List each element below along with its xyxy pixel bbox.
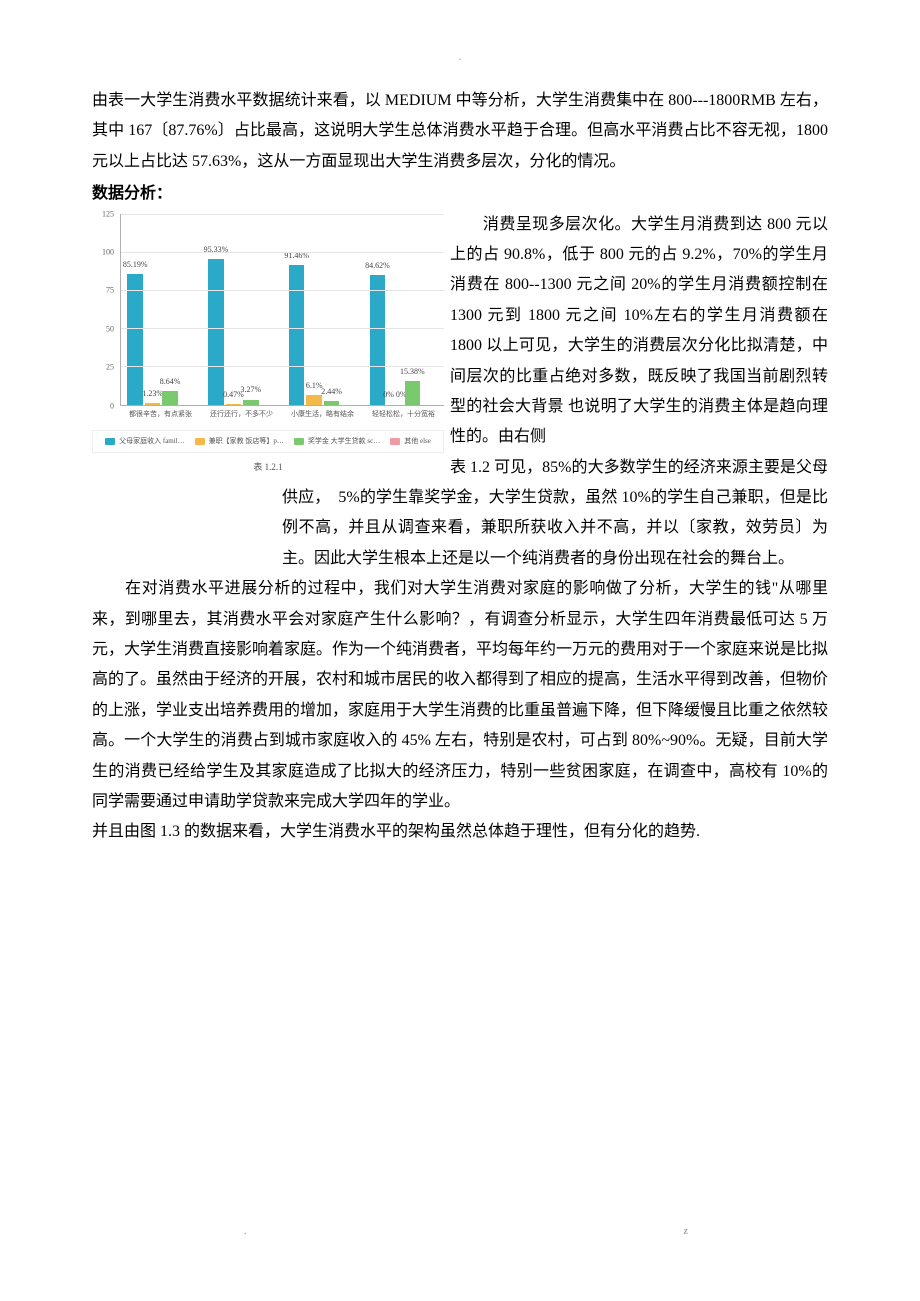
page-footer-z: z [684,1222,688,1241]
chart-bar: 0.47% [226,404,241,405]
chart-bar: 85.19% [127,274,142,404]
y-tick: 50 [92,321,114,336]
chart-bar: 8.64% [162,391,177,404]
legend-item: 兼职【家教 饭店等】p… [195,435,284,448]
chart-caption: 表 1.2.1 [92,459,444,476]
legend-label: 奖学金 大学生贷款 sc… [308,435,380,448]
page-top-dot: . [459,48,462,67]
chart-x-labels: 都很辛苦，有点紧张还行还行，不多不少小康生活，略有结余轻轻松松，十分宽裕 [120,408,444,424]
chart-group: 84.62%0% 0%15.38% [363,214,444,405]
chart-1-2-1: 0255075100125 85.19%1.23%8.64%95.33%0.47… [92,214,444,476]
legend-swatch [390,438,400,445]
chart-bar: 1.23% [145,403,160,405]
x-label: 小康生活，略有结余 [282,408,363,424]
x-label: 都很辛苦，有点紧张 [120,408,201,424]
chart-stage: 0255075100125 85.19%1.23%8.64%95.33%0.47… [92,214,444,424]
bar-value-label: 3.27% [241,382,262,397]
chart-bar: 15.38% [405,381,420,405]
chart-bar: 3.27% [243,400,258,405]
legend-item: 奖学金 大学生贷款 sc… [294,435,380,448]
chart-group: 85.19%1.23%8.64% [121,214,202,405]
chart-bar: 91.46% [289,265,304,405]
legend-item: 父母家庭收入 famil… [105,435,185,448]
chart-bar: 6.1% [306,395,321,404]
y-tick: 25 [92,360,114,375]
y-tick: 75 [92,283,114,298]
y-tick: 100 [92,244,114,259]
legend-label: 兼职【家教 饭店等】p… [209,435,284,448]
section-title: 数据分析： [92,179,828,209]
bar-value-label: 85.19% [123,257,148,272]
paragraph-family: 在对消费水平进展分析的过程中，我们对大学生消费对家庭的影响做了分析，大学生的钱"… [92,574,828,817]
legend-swatch [195,438,205,445]
y-tick: 0 [92,398,114,413]
chart-group: 91.46%6.1%2.44% [283,214,364,405]
legend-swatch [294,438,304,445]
x-label: 还行还行，不多不少 [201,408,282,424]
bar-value-label: 8.64% [160,374,181,389]
bar-value-label: 95.33% [204,242,229,257]
legend-swatch [105,438,115,445]
y-tick: 125 [92,206,114,221]
chart-y-axis: 0255075100125 [92,214,116,406]
paragraph-conclusion: 并且由图 1.3 的数据来看，大学生消费水平的架构虽然总体趋于理性，但有分化的趋… [92,817,828,847]
bar-value-label: 2.44% [321,384,342,399]
chart-legend: 父母家庭收入 famil… 兼职【家教 饭店等】p… 奖学金 大学生贷款 sc… 其他… [92,430,444,453]
bar-value-label: 91.46% [284,248,309,263]
legend-label: 父母家庭收入 famil… [119,435,185,448]
bar-value-label: 84.62% [365,258,390,273]
legend-label: 其他 else [404,435,431,448]
x-label: 轻轻松松，十分宽裕 [363,408,444,424]
chart-bar: 2.44% [324,401,339,405]
legend-item: 其他 else [390,435,431,448]
page-footer-dot: . [244,1222,247,1241]
chart-plot: 85.19%1.23%8.64%95.33%0.47%3.27%91.46%6.… [120,214,444,406]
bar-value-label: 6.1% [306,378,323,393]
chart-bar: 84.62% [370,275,385,404]
chart-bar: 95.33% [208,259,223,405]
chart-group: 95.33%0.47%3.27% [202,214,283,405]
bar-value-label: 0% 0% [383,387,406,402]
paragraph-intro: 由表一大学生消费水平数据统计来看，以 MEDIUM 中等分析，大学生消费集中在 … [92,86,828,177]
